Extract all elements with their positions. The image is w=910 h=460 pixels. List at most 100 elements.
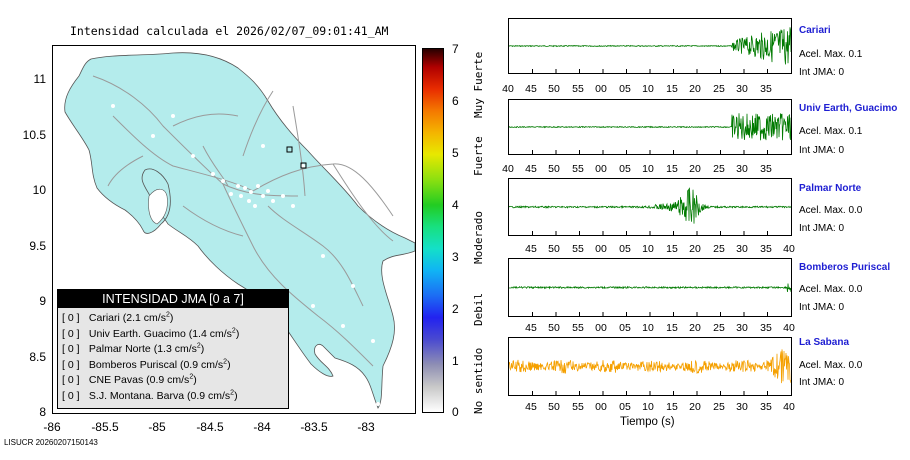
intensity-legend: INTENSIDAD JMA [0 a 7] [ 0 ] Cariari (2.… [57, 289, 289, 409]
seismogram-panel-la-sabana[interactable] [508, 337, 792, 396]
time-tick: 40 [502, 163, 514, 175]
time-tick: 15 [666, 401, 678, 413]
station-name[interactable]: Univ Earth, Guacimo [799, 103, 898, 114]
time-tick: 55 [572, 83, 584, 95]
legend-value: (0.9 cm/s [179, 358, 224, 371]
legend-close: ) [227, 358, 231, 371]
station-dots [111, 104, 380, 406]
waveform-trace [509, 113, 791, 141]
waveform-trace [509, 27, 791, 65]
legend-value: (1.4 cm/s [188, 327, 232, 340]
time-tick: 35 [760, 401, 772, 413]
legend-exp: 2 [223, 358, 228, 366]
time-tick: 20 [689, 163, 701, 175]
time-tick: 05 [619, 401, 631, 413]
time-tick: 25 [713, 83, 725, 95]
time-tick: 45 [525, 322, 537, 334]
waveform-trace [509, 283, 791, 293]
legend-level: [ 0 ] [62, 312, 80, 324]
legend-value: (0.9 cm/s [186, 389, 231, 402]
legend-value: (1.3 cm/s [153, 343, 197, 356]
time-tick: 00 [595, 163, 607, 175]
legend-item: [ 0 ] CNE Pavas (0.9 cm/s2) [58, 373, 288, 389]
station-name[interactable]: Bomberos Puriscal [799, 262, 891, 273]
x-tick-label: -83 [357, 420, 375, 434]
time-tick: 30 [736, 83, 748, 95]
time-tick: 30 [736, 243, 748, 255]
waveform-trace [509, 187, 791, 224]
colorbar-category: Muy Fuerte [472, 51, 485, 118]
legend-level: [ 0 ] [62, 327, 80, 340]
time-tick: 30 [736, 163, 748, 175]
station-intensity: Int JMA: 0 [799, 223, 845, 234]
station-name[interactable]: La Sabana [799, 337, 850, 348]
seismogram-panel-cariari[interactable] [508, 18, 792, 74]
seismogram-panel-palmar-norte[interactable] [508, 178, 792, 236]
time-tick: 45 [525, 163, 537, 175]
time-tick: 00 [595, 322, 607, 334]
waveform [509, 113, 791, 154]
station-intensity: Int JMA: 0 [799, 302, 845, 313]
footer-id: LISUCR 20260207150143 [4, 438, 98, 447]
time-tick: 15 [666, 83, 678, 95]
colorbar-tick: 3 [452, 250, 459, 264]
time-tick: 10 [642, 322, 654, 334]
time-tick: 05 [619, 243, 631, 255]
legend-item: [ 0 ] S.J. Montana. Barva (0.9 cm/s2) [58, 389, 288, 405]
legend-level: [ 0 ] [62, 343, 80, 356]
time-tick: 30 [736, 401, 748, 413]
station-name[interactable]: Palmar Norte [799, 183, 862, 194]
legend-exp: 2 [189, 373, 194, 381]
x-tick-label: -84.5 [196, 420, 224, 434]
legend-station: S.J. Montana. Barva [88, 389, 185, 402]
time-tick: 35 [760, 83, 772, 95]
legend-station: Cariari [88, 312, 120, 324]
legend-close: ) [169, 312, 174, 324]
legend-station: Univ Earth. Guacimo [88, 327, 186, 340]
time-tick: 40 [502, 83, 514, 95]
x-tick-label: -85 [148, 420, 166, 434]
costa-rica-map-svg [64, 52, 415, 409]
station-accel: Acel. Max. 0.0 [799, 205, 863, 216]
time-tick: 50 [548, 83, 560, 95]
legend-exp: 2 [165, 311, 170, 319]
time-tick: 20 [689, 83, 701, 95]
time-tick: 55 [572, 243, 584, 255]
map-title: Intensidad calculada el 2026/02/07_09:01… [70, 24, 389, 38]
nicoya-gulf [148, 188, 168, 225]
legend-value: (2.1 cm/s [122, 312, 166, 324]
time-tick: 50 [548, 401, 560, 413]
colorbar-category: Moderado [472, 211, 485, 264]
colorbar-tick: 7 [452, 42, 459, 56]
station-name[interactable]: Cariari [799, 25, 831, 36]
legend-value: (0.9 cm/s [146, 374, 190, 387]
legend-close: ) [200, 343, 205, 356]
seismogram-panel-bomberos-puriscal[interactable] [508, 258, 792, 317]
time-tick: 00 [595, 401, 607, 413]
time-tick: 50 [548, 163, 560, 175]
waveform [509, 27, 791, 73]
seismogram-panel-guacimo[interactable] [508, 99, 792, 155]
colorbar-tick: 5 [452, 146, 459, 160]
y-tick-label: 8.5 [29, 350, 46, 364]
time-tick: 45 [525, 83, 537, 95]
time-tick: 25 [713, 322, 725, 334]
time-tick: 25 [713, 163, 725, 175]
time-tick: 00 [595, 83, 607, 95]
legend-close: ) [193, 374, 197, 387]
y-tick-label: 8 [39, 405, 46, 419]
selected-stations [286, 146, 307, 169]
time-tick: 30 [736, 322, 748, 334]
time-axis-label: Tiempo (s) [620, 416, 675, 428]
time-tick: 25 [713, 401, 725, 413]
legend-station: CNE Pavas [88, 374, 144, 387]
station-accel: Acel. Max. 0.0 [799, 284, 863, 295]
time-tick: 50 [548, 243, 560, 255]
colorbar-tick: 1 [452, 354, 459, 368]
station-accel: Acel. Max. 0.1 [799, 126, 863, 137]
legend-exp: 2 [196, 342, 201, 350]
time-tick: 55 [572, 401, 584, 413]
y-tick-label: 10 [32, 183, 46, 197]
waveform [509, 283, 791, 316]
time-tick: 25 [713, 243, 725, 255]
